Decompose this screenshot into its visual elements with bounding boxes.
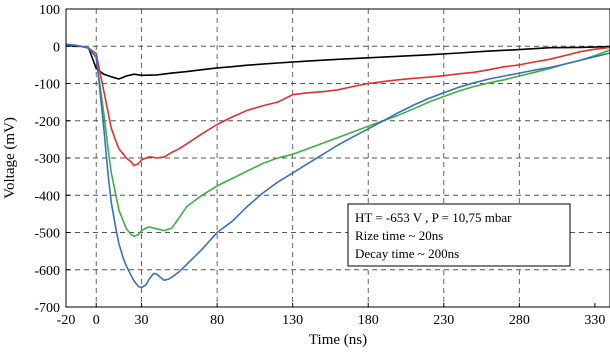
y-tick-label: -500 <box>34 227 60 242</box>
x-tick-label: -20 <box>57 313 76 328</box>
red-trace <box>65 43 610 167</box>
annotation-line-ht: HT = -653 V , P = 10,75 mbar <box>355 210 512 225</box>
annotation-line-rise: Rize time ~ 20ns <box>355 228 443 243</box>
y-axis-title: Voltage (mV) <box>2 117 18 199</box>
y-tick-labels: 100 0 -100 -200 -300 -400 -500 -600 -700 <box>34 3 60 316</box>
x-tick-label: 80 <box>210 313 224 328</box>
y-tick-label: 100 <box>39 3 60 18</box>
y-tick-label: -400 <box>34 189 60 204</box>
y-tick-label: -600 <box>34 264 60 279</box>
y-tick-label: -100 <box>34 78 60 93</box>
annotation-frame <box>347 203 571 267</box>
annotation-line-decay: Decay time ~ 200ns <box>355 246 459 261</box>
x-tick-label: 130 <box>282 313 303 328</box>
black-trace <box>65 43 610 80</box>
blue-trace <box>65 43 610 289</box>
y-tick-label: 0 <box>53 40 60 55</box>
y-tick-label: -700 <box>34 301 60 316</box>
x-tick-label: 0 <box>93 313 100 328</box>
series-layer <box>65 43 610 289</box>
grid-lines <box>66 9 610 307</box>
x-tick-label: 30 <box>135 313 149 328</box>
y-tick-label: -300 <box>34 152 60 167</box>
x-axis-title: Time (ns) <box>309 332 367 348</box>
x-tick-label: 330 <box>584 313 605 328</box>
x-tick-label: 180 <box>358 313 379 328</box>
annotation-box: HT = -653 V , P = 10,75 mbar Rize time ~… <box>347 203 571 267</box>
axis-ticks <box>65 8 596 308</box>
x-tick-label: 280 <box>509 313 530 328</box>
x-tick-labels: -20 0 30 80 130 180 230 280 330 <box>57 313 606 328</box>
y-tick-label: -200 <box>34 115 60 130</box>
green-trace <box>65 43 610 237</box>
x-tick-label: 230 <box>433 313 454 328</box>
